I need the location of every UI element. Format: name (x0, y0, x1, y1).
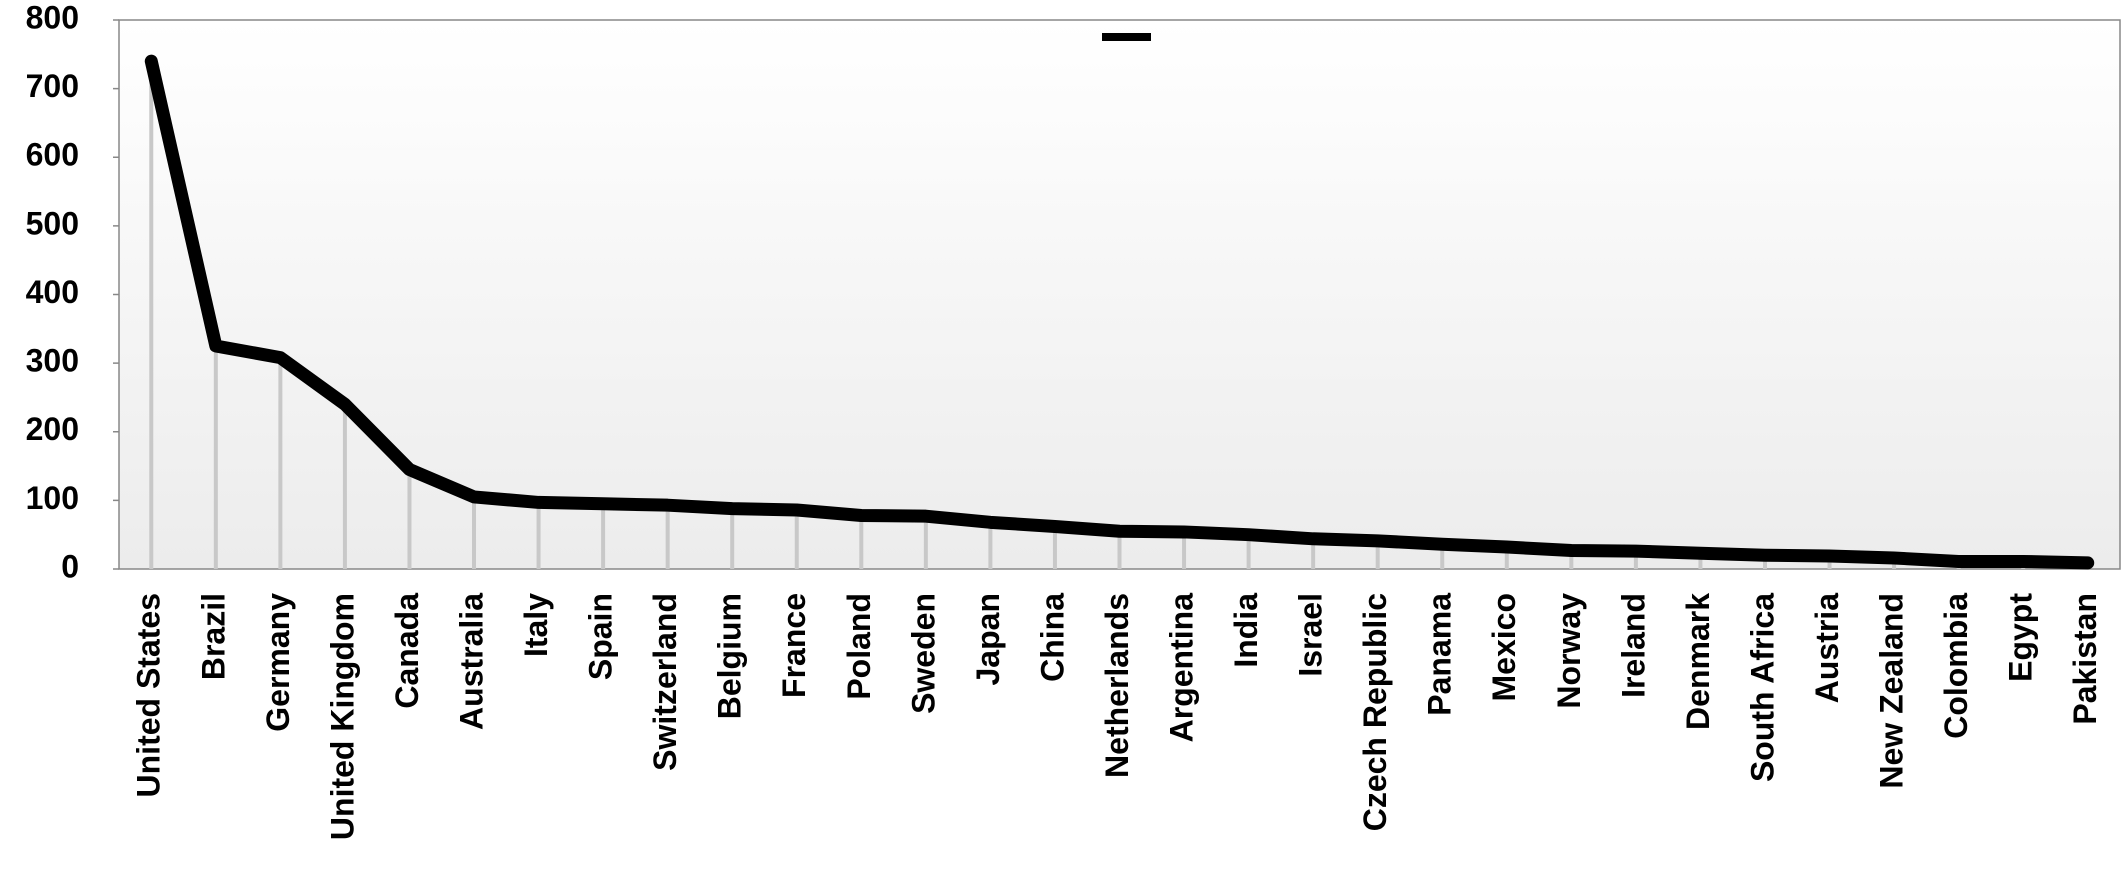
x-tick-label: Spain (583, 593, 619, 680)
x-tick-label: Denmark (1680, 593, 1716, 730)
x-tick-label: Pakistan (2067, 593, 2103, 725)
x-tick-label: Italy (518, 593, 554, 657)
x-tick-label: Argentina (1164, 593, 1200, 743)
x-tick-label: China (1034, 593, 1070, 682)
x-tick-label: Germany (260, 593, 296, 732)
x-tick-label: Panama (1422, 593, 1458, 716)
x-tick-label: United Kingdom (324, 593, 360, 840)
x-tick-label: Brazil (195, 593, 231, 680)
x-tick-label: Israel (1293, 593, 1329, 677)
y-tick-label: 100 (26, 480, 79, 516)
x-tick-label: Switzerland (647, 593, 683, 771)
x-tick-label: Czech Republic (1357, 593, 1393, 831)
x-tick-label: India (1228, 593, 1264, 668)
y-tick-label: 700 (26, 68, 79, 104)
x-tick-label: Colombia (1938, 593, 1974, 739)
plot-area (118, 19, 2121, 570)
x-tick-label: Norway (1551, 593, 1587, 709)
x-tick-label: Austria (1809, 593, 1845, 703)
y-tick-label: 200 (26, 411, 79, 447)
x-tick-label: South Africa (1744, 593, 1780, 782)
y-tick-label: 800 (26, 0, 79, 35)
y-tick-label: 0 (61, 548, 79, 584)
y-tick-label: 300 (26, 343, 79, 379)
x-tick-label: New Zealand (1874, 593, 1910, 789)
x-tick-label: Canada (389, 593, 425, 709)
x-tick-label: Australia (453, 593, 489, 730)
x-tick-label: United States (131, 593, 167, 797)
y-tick-label: 400 (26, 274, 79, 310)
x-tick-label: Belgium (712, 593, 748, 719)
y-tick-label: 500 (26, 205, 79, 241)
x-tick-label: Egypt (2003, 593, 2039, 682)
x-tick-label: Netherlands (1099, 593, 1135, 778)
y-tick-label: 600 (26, 137, 79, 173)
x-tick-label: France (776, 593, 812, 698)
x-tick-label: Mexico (1486, 593, 1522, 701)
x-tick-label: Sweden (905, 593, 941, 714)
data-line (144, 54, 2095, 570)
x-tick-label: Ireland (1615, 593, 1651, 698)
x-tick-label: Poland (841, 593, 877, 700)
x-tick-label: Japan (970, 593, 1006, 685)
